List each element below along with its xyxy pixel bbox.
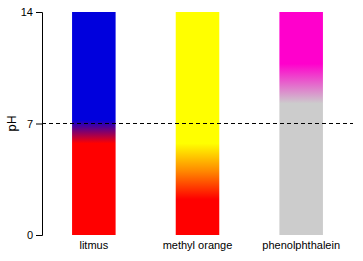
x-tick: litmus xyxy=(79,239,108,251)
x-tick: phenolphthalein xyxy=(262,239,340,251)
y-axis: 0 7 14 xyxy=(21,6,43,241)
plot: 0 7 14 litmus methyl orange phenolphthalein xyxy=(21,6,353,251)
x-tick: methyl orange xyxy=(163,239,233,251)
x-axis: litmus methyl orange phenolphthalein xyxy=(79,239,340,251)
y-axis-title: pH xyxy=(5,115,19,132)
category-label: litmus xyxy=(79,239,108,251)
category-label: phenolphthalein xyxy=(262,239,340,251)
tick-mark xyxy=(36,12,42,13)
neutral-line xyxy=(42,123,353,124)
tick-mark xyxy=(36,235,42,236)
marks xyxy=(42,12,353,235)
y-tick: 14 xyxy=(21,6,42,18)
category-label: methyl orange xyxy=(163,239,233,251)
tick-label: 14 xyxy=(21,6,33,18)
tick-label: 7 xyxy=(27,118,33,130)
tick-mark xyxy=(36,124,42,125)
axis-line xyxy=(36,13,43,236)
y-tick: 0 xyxy=(27,229,42,241)
chart: 0 7 14 litmus methyl orange phenolphthalein pH xyxy=(0,0,363,261)
tick-label: 0 xyxy=(27,229,33,241)
y-tick: 7 xyxy=(27,118,42,130)
